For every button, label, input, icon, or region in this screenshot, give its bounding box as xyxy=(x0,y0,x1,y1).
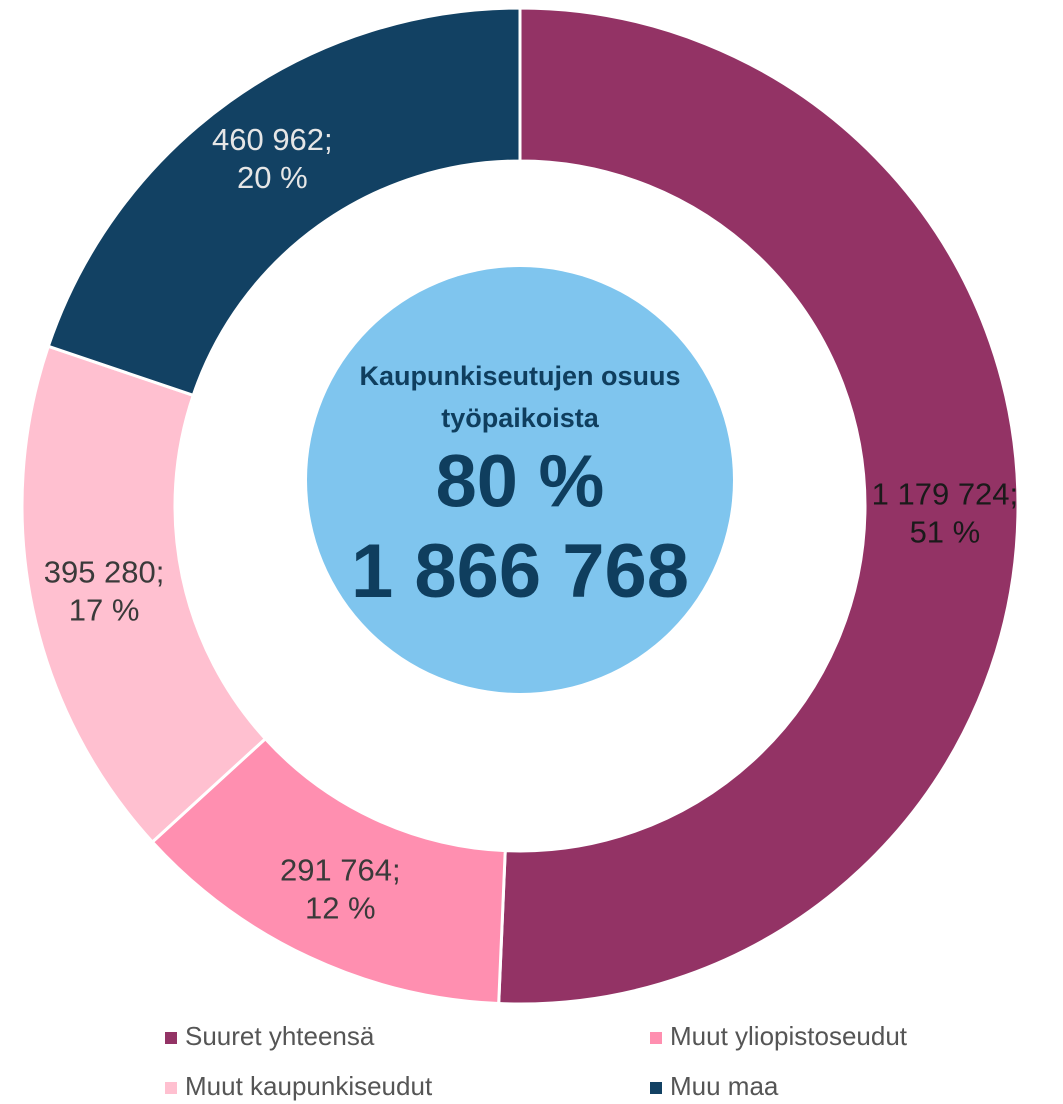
data-label: 395 280; xyxy=(44,555,165,590)
data-label: 51 % xyxy=(910,514,981,549)
data-label: 17 % xyxy=(69,593,140,628)
legend-swatch xyxy=(650,1032,662,1044)
data-label: 1 179 724; xyxy=(872,476,1019,511)
center-title: Kaupunkiseutujen osuus xyxy=(359,361,680,391)
legend-label: Muut yliopistoseudut xyxy=(670,1021,908,1051)
donut-segment xyxy=(20,344,268,845)
center-circle xyxy=(307,267,733,693)
legend-swatch xyxy=(165,1032,177,1044)
legend-swatch xyxy=(650,1082,662,1094)
center-share: 80 % xyxy=(436,440,605,523)
legend-swatch xyxy=(165,1082,177,1094)
donut-segment xyxy=(46,6,522,398)
data-label: 291 764; xyxy=(280,852,401,887)
legend-label: Muut kaupunkiseudut xyxy=(185,1071,433,1101)
data-label: 460 962; xyxy=(212,122,333,157)
center-title: työpaikoista xyxy=(441,403,600,433)
data-label: 12 % xyxy=(305,890,376,925)
donut-segment xyxy=(497,6,1020,1006)
center-total: 1 866 768 xyxy=(351,529,689,614)
legend-label: Muu maa xyxy=(670,1071,779,1101)
legend-label: Suuret yhteensä xyxy=(185,1021,375,1051)
data-label: 20 % xyxy=(237,160,308,195)
